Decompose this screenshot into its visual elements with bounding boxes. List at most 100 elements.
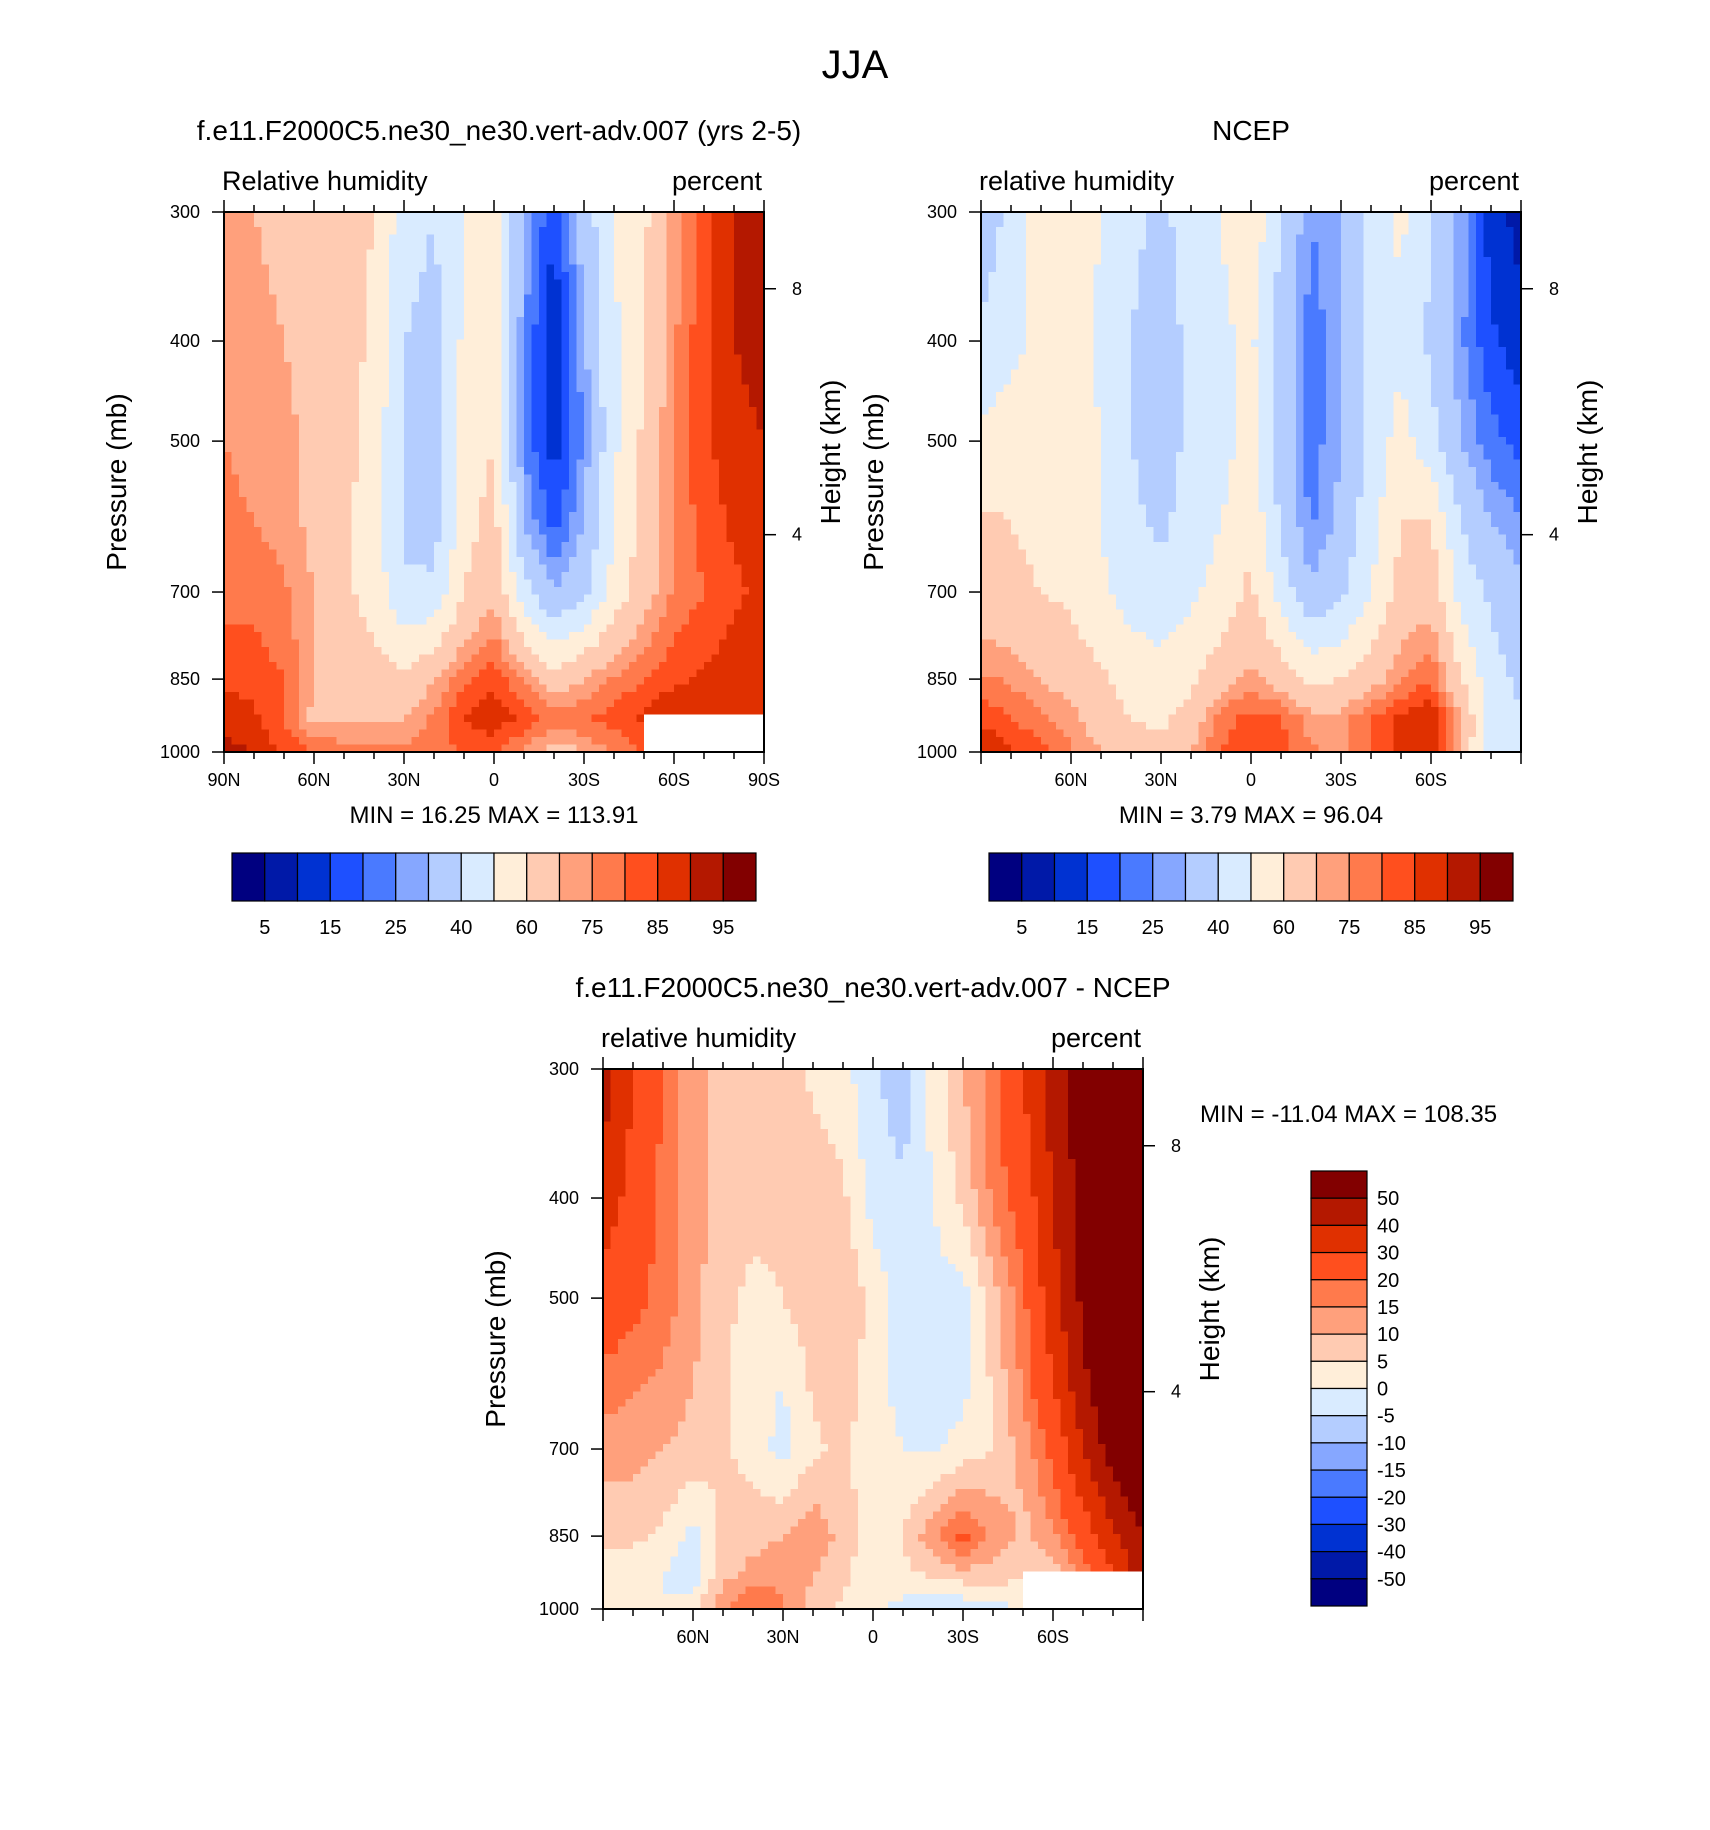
contour-cell [494, 707, 503, 716]
contour-cell [569, 392, 578, 401]
contour-cell [261, 249, 270, 258]
contour-cell [224, 422, 233, 431]
contour-cell [456, 437, 465, 446]
contour-cell [471, 354, 480, 363]
contour-cell [276, 452, 285, 461]
contour-cell [546, 287, 555, 296]
contour-cell [629, 579, 638, 588]
contour-cell [494, 684, 503, 693]
contour-cell [591, 212, 600, 221]
contour-cell [501, 662, 510, 671]
contour-cell [381, 302, 390, 311]
contour-cell [276, 264, 285, 273]
contour-cell [246, 512, 255, 521]
contour-cell [456, 219, 465, 228]
contour-cell [501, 707, 510, 716]
contour-cell [366, 602, 375, 611]
contour-cell [314, 399, 323, 408]
contour-cell [329, 729, 338, 738]
contour-cell [621, 534, 630, 543]
contour-cell [306, 609, 315, 618]
contour-cell [374, 669, 383, 678]
contour-cell [366, 549, 375, 558]
contour-cell [591, 362, 600, 371]
contour-cell [681, 692, 690, 701]
contour-cell [314, 504, 323, 513]
contour-cell [621, 377, 630, 386]
contour-cell [246, 662, 255, 671]
contour-cell [524, 549, 533, 558]
contour-cell [554, 692, 563, 701]
contour-cell [486, 542, 495, 551]
contour-cell [591, 324, 600, 333]
contour-cell [351, 669, 360, 678]
contour-cell [246, 407, 255, 416]
contour-cell [749, 647, 758, 656]
contour-cell [254, 677, 263, 686]
contour-cell [464, 542, 473, 551]
contour-cell [636, 399, 645, 408]
contour-cell [696, 302, 705, 311]
contour-cell [239, 354, 248, 363]
contour-cell [501, 669, 510, 678]
contour-cell [389, 444, 398, 453]
contour-cell [531, 489, 540, 498]
contour-cell [464, 347, 473, 356]
contour-cell [366, 699, 375, 708]
contour-cell [479, 219, 488, 228]
contour-cell [591, 384, 600, 393]
contour-cell [344, 534, 353, 543]
contour-cell [419, 429, 428, 438]
contour-cell [584, 617, 593, 626]
contour-cell [674, 317, 683, 326]
contour-cell [336, 302, 345, 311]
contour-cell [456, 662, 465, 671]
contour-cell [419, 287, 428, 296]
contour-cell [456, 624, 465, 633]
contour-cell [239, 549, 248, 558]
contour-cell [741, 549, 750, 558]
contour-cell [734, 557, 743, 566]
contour-cell [359, 504, 368, 513]
contour-cell [269, 549, 278, 558]
contour-cell [636, 324, 645, 333]
contour-cell [554, 587, 563, 596]
contour-cell [524, 272, 533, 281]
contour-cell [644, 414, 653, 423]
contour-cell [479, 542, 488, 551]
contour-cell [374, 332, 383, 341]
contour-cell [509, 474, 518, 483]
contour-cell [479, 557, 488, 566]
contour-cell [254, 399, 263, 408]
contour-cell [756, 587, 765, 596]
contour-cell [629, 452, 638, 461]
contour-cell [306, 249, 315, 258]
contour-cell [351, 572, 360, 581]
contour-cell [419, 677, 428, 686]
contour-cell [336, 219, 345, 228]
contour-cell [246, 729, 255, 738]
contour-cell [554, 512, 563, 521]
contour-cell [689, 279, 698, 288]
contour-cell [336, 287, 345, 296]
contour-cell [231, 699, 240, 708]
contour-cell [741, 579, 750, 588]
contour-cell [299, 324, 308, 333]
contour-cell [719, 482, 728, 491]
contour-cell [501, 377, 510, 386]
contour-cell [629, 602, 638, 611]
contour-cell [539, 647, 548, 656]
contour-cell [711, 594, 720, 603]
contour-cell [366, 302, 375, 311]
contour-cell [636, 302, 645, 311]
contour-cell [314, 684, 323, 693]
contour-cell [621, 497, 630, 506]
contour-cell [246, 377, 255, 386]
contour-cell [726, 677, 735, 686]
contour-cell [411, 437, 420, 446]
contour-cell [441, 609, 450, 618]
contour-cell [299, 257, 308, 266]
contour-cell [651, 542, 660, 551]
contour-cell [666, 512, 675, 521]
contour-cell [321, 399, 330, 408]
